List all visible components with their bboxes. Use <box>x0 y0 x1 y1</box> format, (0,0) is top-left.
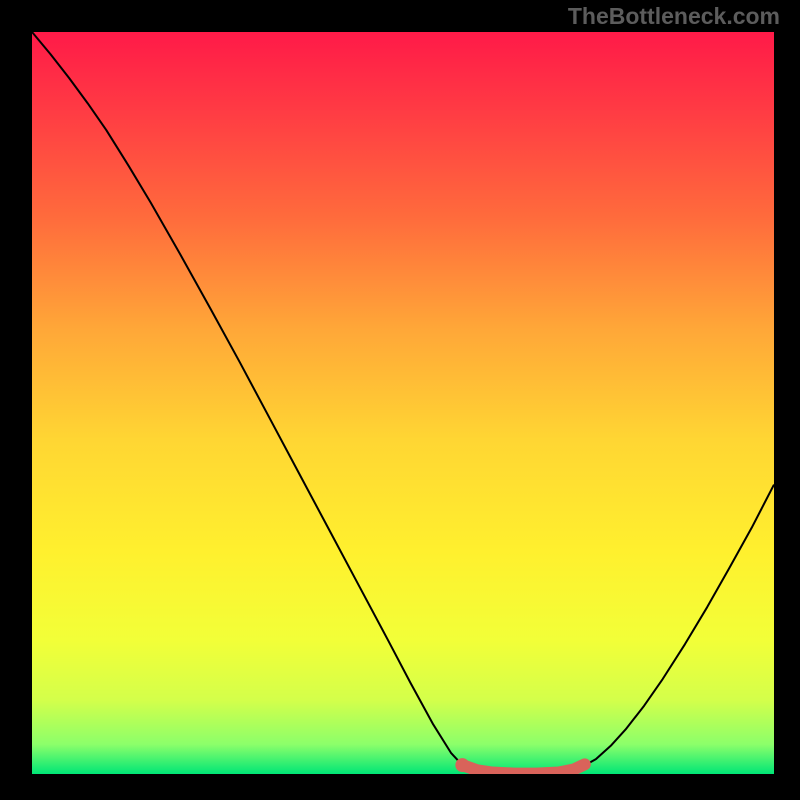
chart-container: TheBottleneck.com <box>0 0 800 800</box>
curve-layer <box>32 32 774 774</box>
watermark-text: TheBottleneck.com <box>568 3 780 30</box>
plot-area <box>32 32 774 774</box>
highlight-start-marker <box>455 758 469 772</box>
highlight-segment <box>462 764 584 773</box>
main-curve <box>32 32 774 774</box>
